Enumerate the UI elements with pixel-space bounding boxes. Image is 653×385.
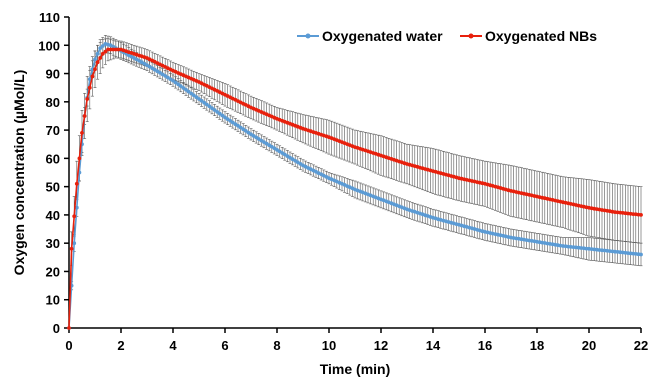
data-point <box>171 78 175 83</box>
data-point <box>72 214 77 219</box>
y-tick-label: 70 <box>46 123 60 138</box>
data-point <box>186 89 191 94</box>
legend: Oxygenated water Oxygenated NBs <box>297 28 597 44</box>
x-tick-label: 22 <box>634 338 648 353</box>
y-tick-label: 30 <box>46 236 60 251</box>
data-point <box>95 60 100 65</box>
data-point <box>108 47 113 52</box>
legend-label-oxygenated-water: Oxygenated water <box>322 28 443 44</box>
data-point <box>98 56 103 60</box>
error-bars-oxygenated-water <box>70 35 643 291</box>
x-tick-label: 6 <box>221 338 228 353</box>
x-tick-label: 20 <box>582 338 596 353</box>
y-tick-label: 90 <box>46 67 60 82</box>
data-point <box>69 246 74 251</box>
x-tick-label: 18 <box>530 338 544 353</box>
data-point <box>220 113 225 118</box>
legend-item-oxygenated-nbs: Oxygenated NBs <box>460 28 597 44</box>
y-tick-label: 60 <box>46 151 60 166</box>
data-point <box>207 104 212 109</box>
legend-item-oxygenated-water: Oxygenated water <box>297 28 443 44</box>
y-tick-label: 110 <box>39 10 60 25</box>
data-point <box>85 97 90 101</box>
data-point <box>93 57 97 62</box>
x-tick-label: 12 <box>374 338 388 353</box>
data-point <box>77 156 82 161</box>
x-tick-label: 14 <box>426 338 441 353</box>
y-tick-label: 100 <box>38 38 60 53</box>
x-axis-title: Time (min) <box>320 361 391 377</box>
data-point <box>90 74 95 79</box>
data-point <box>98 46 103 50</box>
y-axis-title: Oxygen concentration (µMol/L) <box>11 70 27 276</box>
data-point <box>95 51 100 56</box>
data-point <box>103 49 108 54</box>
data-point <box>106 47 110 52</box>
y-tick-label: 40 <box>46 208 60 223</box>
data-point <box>74 205 79 210</box>
x-tick-label: 2 <box>117 338 124 353</box>
y-tick-label: 0 <box>53 321 60 336</box>
x-tick-label: 8 <box>273 338 280 353</box>
y-tick-label: 20 <box>46 264 60 279</box>
y-tick-label: 10 <box>46 293 60 308</box>
data-point <box>100 44 105 48</box>
data-point <box>80 131 84 135</box>
data-point <box>93 67 97 72</box>
x-tick-label: 4 <box>169 338 177 353</box>
data-point <box>199 98 204 103</box>
x-tick-label: 16 <box>478 338 492 353</box>
data-point <box>191 93 196 98</box>
legend-marker-oxygenated-water <box>305 33 311 39</box>
data-point <box>178 84 183 88</box>
data-point <box>212 108 217 112</box>
data-point <box>639 213 643 217</box>
data-point <box>113 47 118 52</box>
legend-marker-oxygenated-nbs <box>468 33 474 39</box>
legend-label-oxygenated-nbs: Oxygenated NBs <box>485 28 597 44</box>
data-point <box>111 47 116 52</box>
error-bars <box>70 35 643 291</box>
series-layer <box>67 42 643 330</box>
data-point <box>67 326 71 330</box>
data-point <box>100 51 105 56</box>
data-point <box>116 47 121 52</box>
data-point <box>72 241 77 246</box>
data-point <box>82 114 87 118</box>
y-tick-label: 80 <box>46 95 60 110</box>
axis-ticks: 0 10 20 30 40 50 60 70 80 90 100 110 0 2 4 6 8 10 12 14 16 18… <box>38 10 648 353</box>
data-point <box>90 67 95 72</box>
y-tick-label: 50 <box>46 180 60 195</box>
series-oxygenated-nbs <box>67 47 643 330</box>
x-tick-label: 0 <box>65 338 72 353</box>
x-tick-label: 10 <box>322 338 336 353</box>
data-point <box>639 252 643 257</box>
data-point <box>87 85 92 90</box>
data-point <box>74 181 79 186</box>
axes <box>68 17 641 329</box>
